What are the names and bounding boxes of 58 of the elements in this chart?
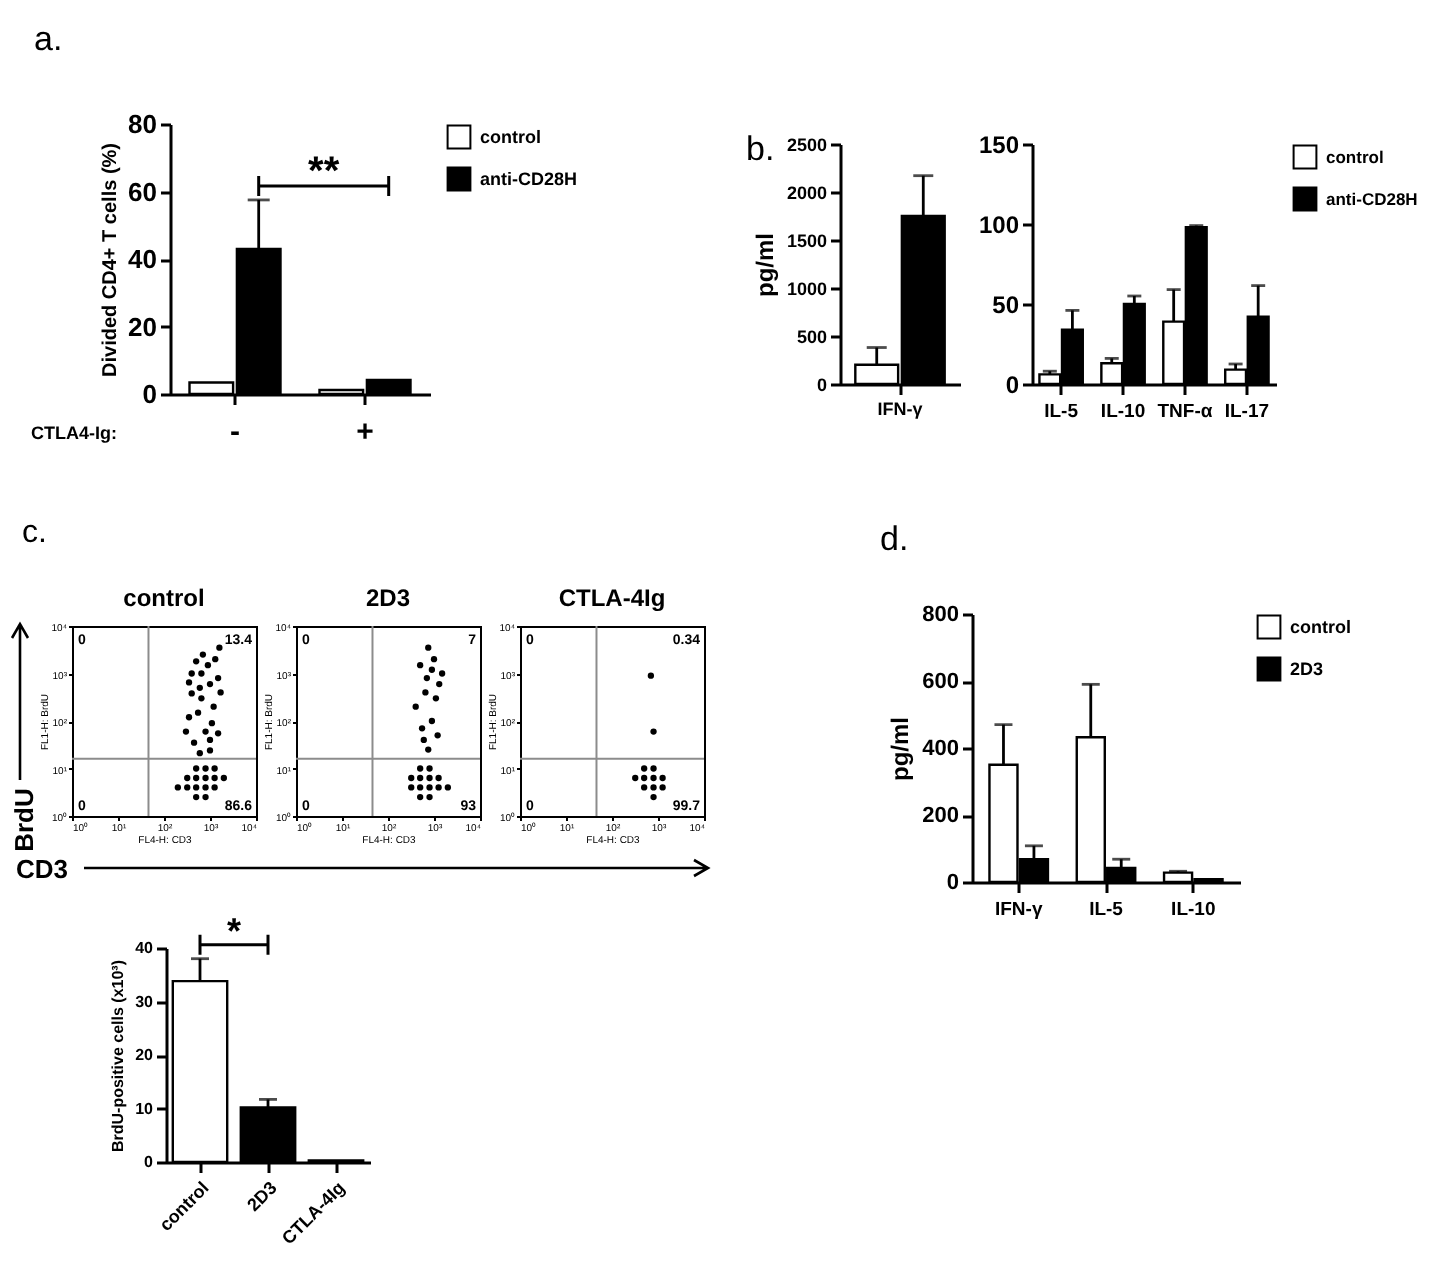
y-axis-title: BrdU-positive cells (x10³) [109, 959, 128, 1153]
text: c. [22, 516, 47, 550]
y-tick-label: 100 [978, 211, 1020, 239]
y-tick-label: 50 [992, 291, 1020, 319]
chart-title: CTLA-4Ig [558, 584, 666, 612]
y-tick-label: 800 [922, 603, 959, 627]
y-tick-label: 0 [142, 379, 157, 409]
x-tick-label: IFN-γ [994, 899, 1044, 921]
text: BrdU [9, 788, 39, 852]
y-tick-label: 200 [922, 804, 959, 828]
x-tick-label: IL-17 [1224, 401, 1270, 423]
y-tick-label: 60 [128, 176, 157, 207]
legend-label: control [1326, 147, 1384, 167]
y-tick-label: 0 [1005, 371, 1020, 399]
y-tick-label: 0 [816, 375, 827, 395]
x-tick-label: IL-5 [1044, 401, 1080, 423]
y-tick-label: 20 [135, 1046, 155, 1064]
y-axis-title: Divided CD4+ T cells (%) [100, 143, 123, 377]
x-tick-label: TNF-α [1157, 401, 1213, 423]
y-tick-label: 400 [922, 737, 959, 761]
y-tick-label: 1500 [786, 231, 827, 251]
y-tick-label: 150 [978, 131, 1020, 159]
text: CD3 [16, 854, 69, 884]
y-tick-label: 500 [796, 327, 827, 347]
legend-label: 2D3 [1290, 659, 1324, 679]
y-tick-label: 0 [144, 1153, 155, 1171]
annotation: * [226, 910, 242, 951]
x-tick-label: IFN-γ [877, 399, 923, 419]
y-tick-label: 0 [946, 871, 959, 895]
y-tick-label: 20 [128, 311, 157, 342]
chart-title: a. [34, 20, 63, 58]
x-tick-label: + [356, 415, 375, 449]
y-tick-label: 40 [135, 939, 155, 957]
y-tick-label: 2000 [786, 183, 827, 203]
y-tick-label: 600 [922, 670, 959, 694]
chart-title: 2D3 [365, 584, 411, 612]
y-axis-title: pg/ml [750, 233, 779, 297]
x-tick-label: IL-10 [1171, 899, 1216, 921]
chart-title: control [123, 584, 205, 612]
x-tick-label: IL-5 [1089, 899, 1125, 921]
y-axis-title: pg/ml [886, 717, 915, 781]
x-tick-label: - [230, 415, 240, 449]
annotation: ** [308, 149, 340, 194]
chart-title: b. [746, 130, 775, 168]
y-tick-label: 40 [128, 244, 157, 274]
legend-label: control [480, 127, 541, 147]
legend-label: control [1290, 617, 1351, 637]
y-tick-label: 2500 [786, 135, 827, 155]
chart-title: d. [880, 520, 909, 558]
y-tick-label: 10 [135, 1099, 155, 1118]
y-tick-label: 30 [135, 992, 155, 1011]
x-axis-title: CTLA4-Ig: [31, 423, 117, 443]
legend-label: anti-CD28H [1326, 189, 1418, 209]
legend-label: anti-CD28H [480, 169, 578, 189]
x-tick-label: IL-10 [1100, 401, 1146, 423]
y-tick-label: 80 [128, 109, 157, 139]
y-tick-label: 1000 [786, 279, 827, 299]
x-tick-label: 2D3 [243, 1177, 281, 1216]
